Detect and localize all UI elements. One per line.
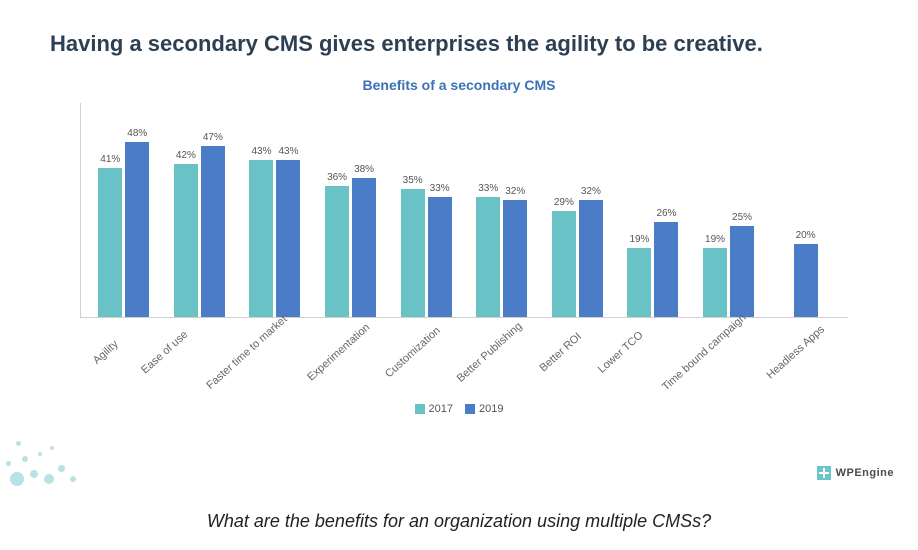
bar — [503, 200, 527, 316]
bar-group: 33% 32% — [464, 183, 540, 317]
bar-value-label: 41% — [100, 154, 120, 165]
bar-value-label: 29% — [554, 197, 574, 208]
bar-value-label: 26% — [656, 208, 676, 219]
bar-wrap: 33% — [476, 183, 500, 317]
bar — [794, 244, 818, 317]
bar — [627, 248, 651, 317]
bar-group: 20% — [766, 230, 842, 317]
bar-group: 43% 43% — [237, 146, 313, 316]
brand-logo: WPEngine — [817, 466, 894, 480]
bar-wrap: 20% — [794, 230, 818, 317]
bar-wrap: 48% — [125, 128, 149, 317]
bar-group: 42% 47% — [162, 132, 238, 317]
bar-wrap: 36% — [325, 172, 349, 317]
bar — [730, 226, 754, 317]
bar-group: 35% 33% — [388, 175, 464, 316]
bar-group: 36% 38% — [313, 164, 389, 316]
bar-value-label: 38% — [354, 164, 374, 175]
bar-group: 19% 25% — [691, 212, 767, 317]
bar — [703, 248, 727, 317]
bar — [98, 168, 122, 317]
bar-value-label: 36% — [327, 172, 347, 183]
bar-value-label: 32% — [581, 186, 601, 197]
bar-wrap: 43% — [249, 146, 273, 316]
bar-wrap: 26% — [654, 208, 678, 317]
figure-caption: What are the benefits for an organizatio… — [0, 511, 918, 532]
bar-value-label: 33% — [430, 183, 450, 194]
bar-wrap: 47% — [201, 132, 225, 317]
bar-value-label: 19% — [629, 234, 649, 245]
bar-value-label: 47% — [203, 132, 223, 143]
bar — [579, 200, 603, 316]
bar-value-label: 32% — [505, 186, 525, 197]
bar — [428, 197, 452, 317]
bar-group: 41% 48% — [86, 128, 162, 317]
bar-wrap: 42% — [174, 150, 198, 317]
bar-group: 19% 26% — [615, 208, 691, 317]
bar-value-label: 43% — [251, 146, 271, 157]
chart-title: Benefits of a secondary CMS — [50, 77, 868, 93]
bar-wrap: 19% — [627, 234, 651, 317]
bar — [401, 189, 425, 316]
bar-wrap: 32% — [579, 186, 603, 316]
chart-plot-area: 41% 48% 42% 47% 43% 43% 36% 38% 35% 33% 33% 32% 29% 3… — [80, 103, 848, 318]
bar-wrap: 32% — [503, 186, 527, 316]
bar — [476, 197, 500, 317]
brand-icon — [817, 466, 831, 480]
bar-value-label: 19% — [705, 234, 725, 245]
bar-value-label: 25% — [732, 212, 752, 223]
bar — [201, 146, 225, 317]
brand-text: WPEngine — [836, 467, 894, 479]
bar — [654, 222, 678, 317]
bar — [125, 142, 149, 317]
bar-wrap: 19% — [703, 234, 727, 317]
bar-value-label: 48% — [127, 128, 147, 139]
bar-wrap: 25% — [730, 212, 754, 317]
bar-value-label: 20% — [796, 230, 816, 241]
y-axis-line — [80, 103, 81, 317]
bar-value-label: 42% — [176, 150, 196, 161]
bar-wrap: 41% — [98, 154, 122, 317]
bar — [249, 160, 273, 316]
bar — [552, 211, 576, 316]
headline: Having a secondary CMS gives enterprises… — [50, 30, 868, 59]
bar-wrap: 43% — [276, 146, 300, 316]
bar-value-label: 35% — [403, 175, 423, 186]
bar — [325, 186, 349, 317]
bar-wrap: 29% — [552, 197, 576, 316]
bar — [174, 164, 198, 317]
bar-group: 29% 32% — [540, 186, 616, 316]
bar-wrap: 35% — [401, 175, 425, 316]
bar-value-label: 33% — [478, 183, 498, 194]
bar-value-label: 43% — [278, 146, 298, 157]
bar-wrap: 33% — [428, 183, 452, 317]
bar-wrap: 38% — [352, 164, 376, 316]
bar — [352, 178, 376, 316]
bar — [276, 160, 300, 316]
x-axis-labels: AgilityEase of useFaster time to marketE… — [80, 326, 848, 401]
legend-swatch — [465, 404, 475, 414]
